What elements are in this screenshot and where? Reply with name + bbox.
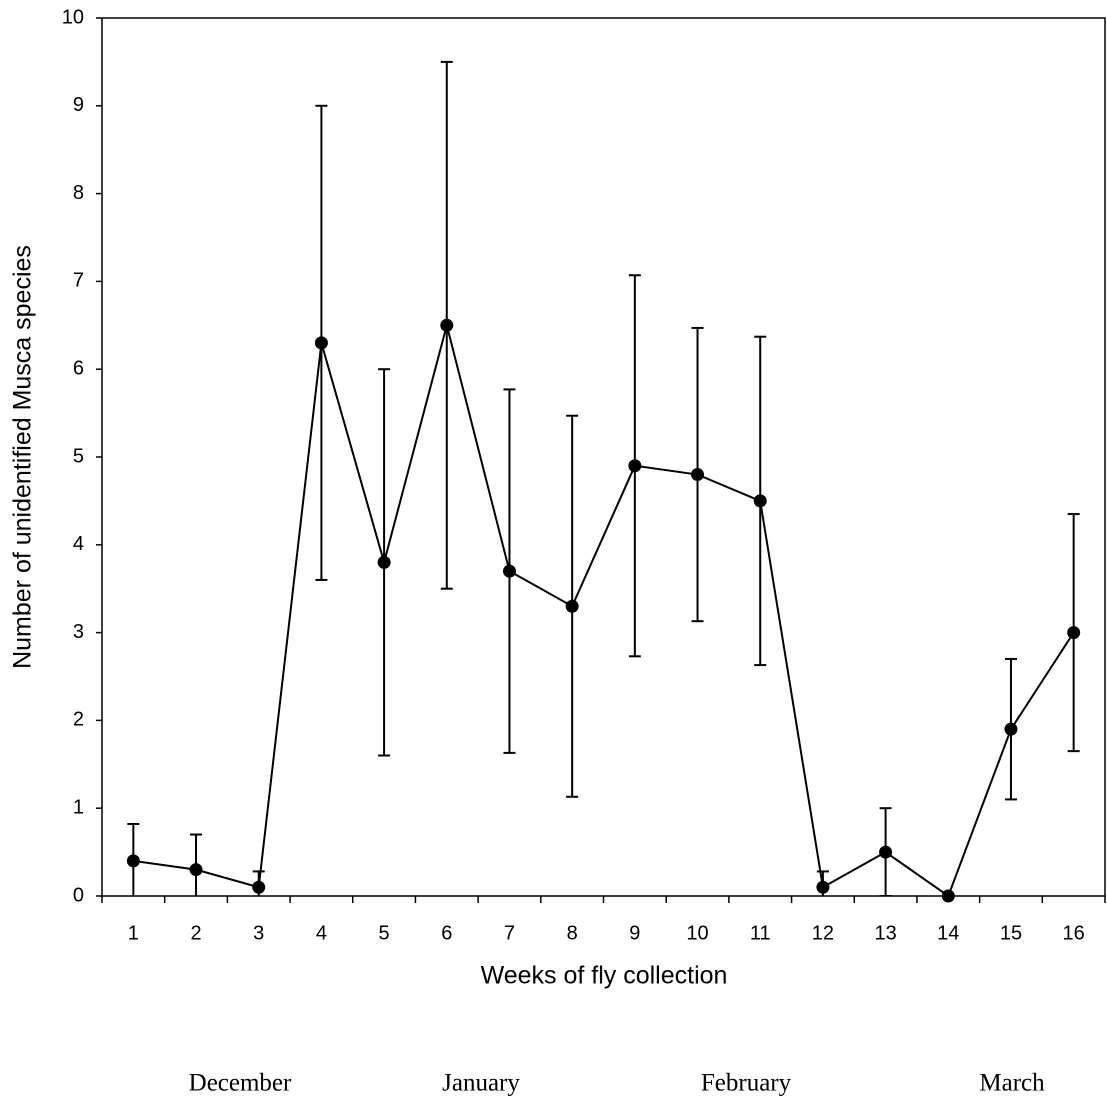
x-tick-label: 14 [937,922,959,944]
y-tick-label: 6 [73,357,84,379]
data-point [1067,626,1081,640]
data-point [565,599,579,613]
y-tick-label: 1 [73,796,84,818]
y-tick-label: 10 [62,6,84,28]
data-point [252,880,266,894]
y-tick-label: 9 [73,94,84,116]
x-tick-label: 7 [504,922,515,944]
plot-area [127,60,1080,896]
data-point [753,494,767,508]
x-tick-label: 11 [750,922,771,944]
data-point [314,336,328,350]
x-tick-label: 12 [812,922,834,944]
y-tick-label: 2 [73,709,84,731]
data-line [133,321,1075,898]
data-point [502,564,516,578]
data-point [189,863,203,877]
plot-frame [101,17,1106,897]
x-tick-label: 15 [1000,922,1022,944]
month-label: February [701,1070,792,1097]
month-label: December [189,1070,292,1097]
x-tick-label: 10 [686,922,708,944]
x-tick-label: 6 [441,922,452,944]
data-point [941,889,955,903]
x-tick-label: 1 [128,922,139,944]
x-tick-label: 9 [629,922,640,944]
data-point [1004,722,1018,736]
x-tick-label: 4 [316,922,327,944]
x-axis-title: Weeks of fly collection [481,962,728,990]
data-point [440,318,454,332]
y-tick-label: 7 [73,270,84,292]
y-tick-label: 8 [73,182,84,204]
y-tick-label: 5 [73,445,84,467]
month-label: January [442,1070,520,1097]
data-point [628,459,642,473]
x-tick-label: 8 [567,922,578,944]
x-tick-label: 16 [1063,922,1085,944]
y-axis-title: Number of unidentified Musca species [9,245,37,669]
x-tick-label: 2 [190,922,201,944]
data-point [879,845,893,859]
x-tick-label: 5 [379,922,390,944]
data-point [691,468,705,482]
data-point [377,555,391,569]
y-tick-label: 3 [73,621,84,643]
x-tick-label: 13 [874,922,896,944]
data-point [816,880,830,894]
x-tick-label: 3 [253,922,264,944]
data-point [126,854,140,868]
month-label: March [979,1070,1045,1097]
y-tick-label: 4 [73,533,84,555]
y-tick-label: 0 [73,884,84,906]
